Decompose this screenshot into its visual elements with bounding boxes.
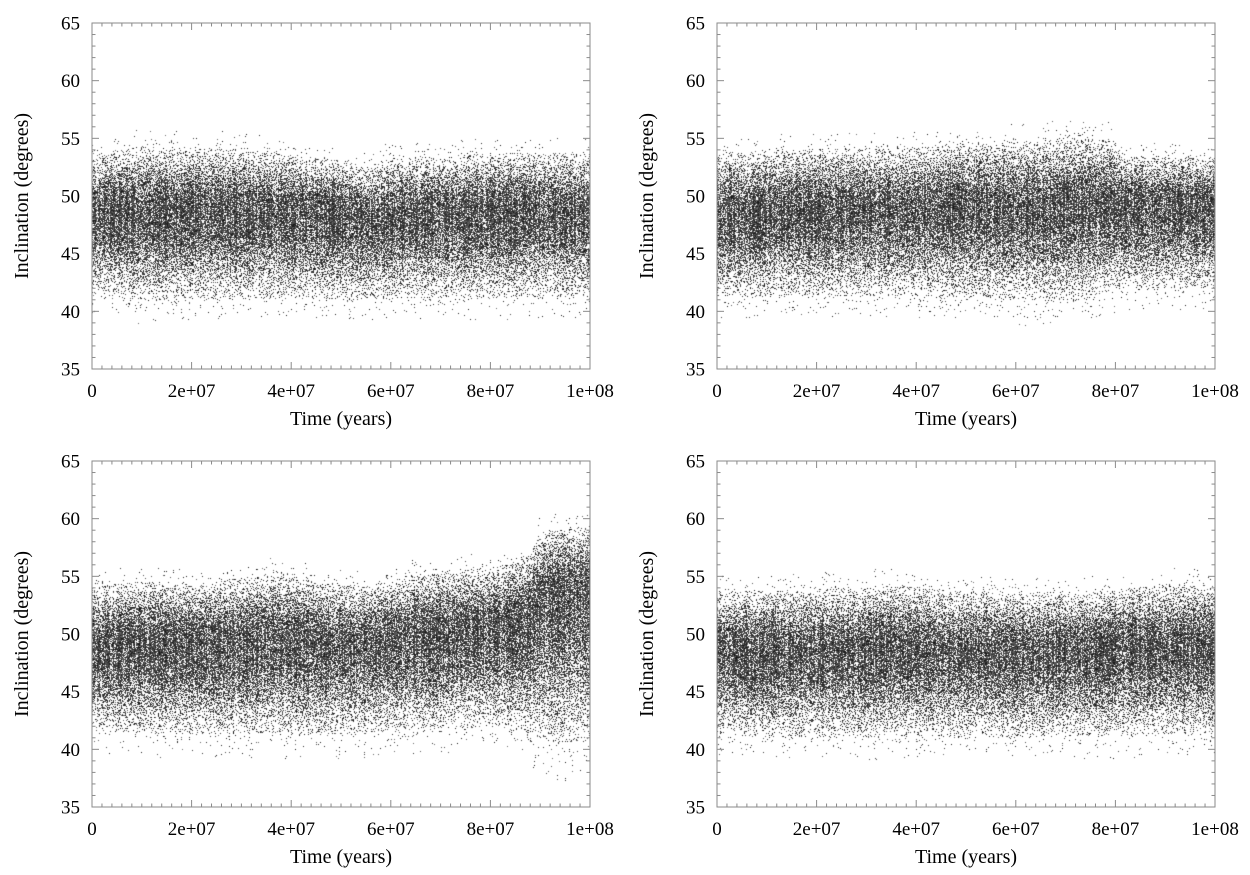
scatter-points-bottom-right	[717, 461, 1215, 807]
x-tick-label: 8e+07	[467, 381, 515, 402]
y-tick-label: 50	[61, 187, 80, 208]
y-tick-label: 65	[61, 452, 80, 473]
scatter-points-bottom-left	[92, 461, 590, 807]
y-tick-label: 45	[61, 682, 80, 703]
x-axis-title: Time (years)	[290, 408, 392, 430]
y-tick-label: 40	[61, 302, 80, 323]
y-tick-label: 40	[686, 302, 705, 323]
y-tick-label: 45	[686, 244, 705, 265]
x-axis-title: Time (years)	[915, 408, 1017, 430]
y-tick-label: 65	[61, 14, 80, 35]
x-axis-title: Time (years)	[290, 846, 392, 868]
x-tick-label: 6e+07	[367, 819, 415, 840]
y-axis-title: Inclination (degrees)	[11, 551, 33, 717]
x-tick-label: 2e+07	[793, 381, 841, 402]
y-tick-label: 45	[686, 682, 705, 703]
y-tick-label: 40	[61, 740, 80, 761]
x-tick-label: 0	[87, 381, 97, 402]
x-tick-label: 8e+07	[467, 819, 515, 840]
x-tick-label: 0	[712, 381, 722, 402]
scatter-points-top-right	[717, 23, 1215, 369]
x-tick-label: 8e+07	[1092, 381, 1140, 402]
y-tick-label: 50	[61, 625, 80, 646]
x-tick-label: 6e+07	[992, 819, 1040, 840]
x-tick-label: 0	[87, 819, 97, 840]
y-tick-label: 35	[686, 360, 705, 381]
y-axis-title: Inclination (degrees)	[11, 113, 33, 279]
x-tick-label: 2e+07	[168, 381, 216, 402]
chart-panel-top-right: 0 2e+07 4e+07 6e+07 8e+07 1e+08 35 40 45 50 55 60 65…	[636, 14, 1239, 431]
x-tick-label: 4e+07	[267, 819, 315, 840]
x-tick-label: 8e+07	[1092, 819, 1140, 840]
y-tick-label: 55	[61, 567, 80, 588]
y-tick-label: 35	[61, 360, 80, 381]
y-tick-label: 55	[686, 129, 705, 150]
x-tick-label: 1e+08	[566, 381, 614, 402]
scatter-points-top-left	[92, 23, 590, 369]
chart-panel-top-left: 0 2e+07 4e+07 6e+07 8e+07 1e+08 35 40 45 50 55 60 65…	[11, 14, 614, 431]
y-axis-title: Inclination (degrees)	[636, 551, 658, 717]
x-axis-title: Time (years)	[915, 846, 1017, 868]
x-tick-label: 1e+08	[1191, 381, 1239, 402]
x-tick-label: 6e+07	[992, 381, 1040, 402]
y-tick-label: 60	[686, 71, 705, 92]
y-tick-label: 55	[686, 567, 705, 588]
chart-panel-bottom-left: 0 2e+07 4e+07 6e+07 8e+07 1e+08 35 40 45 50 55 60 65…	[11, 452, 614, 869]
chart-panel-bottom-right: 0 2e+07 4e+07 6e+07 8e+07 1e+08 35 40 45 50 55 60 65…	[636, 452, 1239, 869]
x-tick-label: 0	[712, 819, 722, 840]
y-tick-label: 40	[686, 740, 705, 761]
y-tick-label: 60	[61, 509, 80, 530]
y-tick-label: 35	[686, 798, 705, 819]
x-tick-label: 2e+07	[168, 819, 216, 840]
y-axis-title: Inclination (degrees)	[636, 113, 658, 279]
x-tick-label: 4e+07	[892, 381, 940, 402]
x-tick-label: 2e+07	[793, 819, 841, 840]
y-tick-label: 60	[61, 71, 80, 92]
x-tick-label: 4e+07	[267, 381, 315, 402]
x-tick-label: 6e+07	[367, 381, 415, 402]
y-tick-label: 45	[61, 244, 80, 265]
x-tick-label: 1e+08	[1191, 819, 1239, 840]
x-tick-label: 4e+07	[892, 819, 940, 840]
y-tick-label: 50	[686, 625, 705, 646]
x-tick-label: 1e+08	[566, 819, 614, 840]
y-tick-label: 65	[686, 14, 705, 35]
y-tick-label: 35	[61, 798, 80, 819]
y-tick-label: 55	[61, 129, 80, 150]
y-tick-label: 60	[686, 509, 705, 530]
y-tick-label: 65	[686, 452, 705, 473]
y-tick-label: 50	[686, 187, 705, 208]
